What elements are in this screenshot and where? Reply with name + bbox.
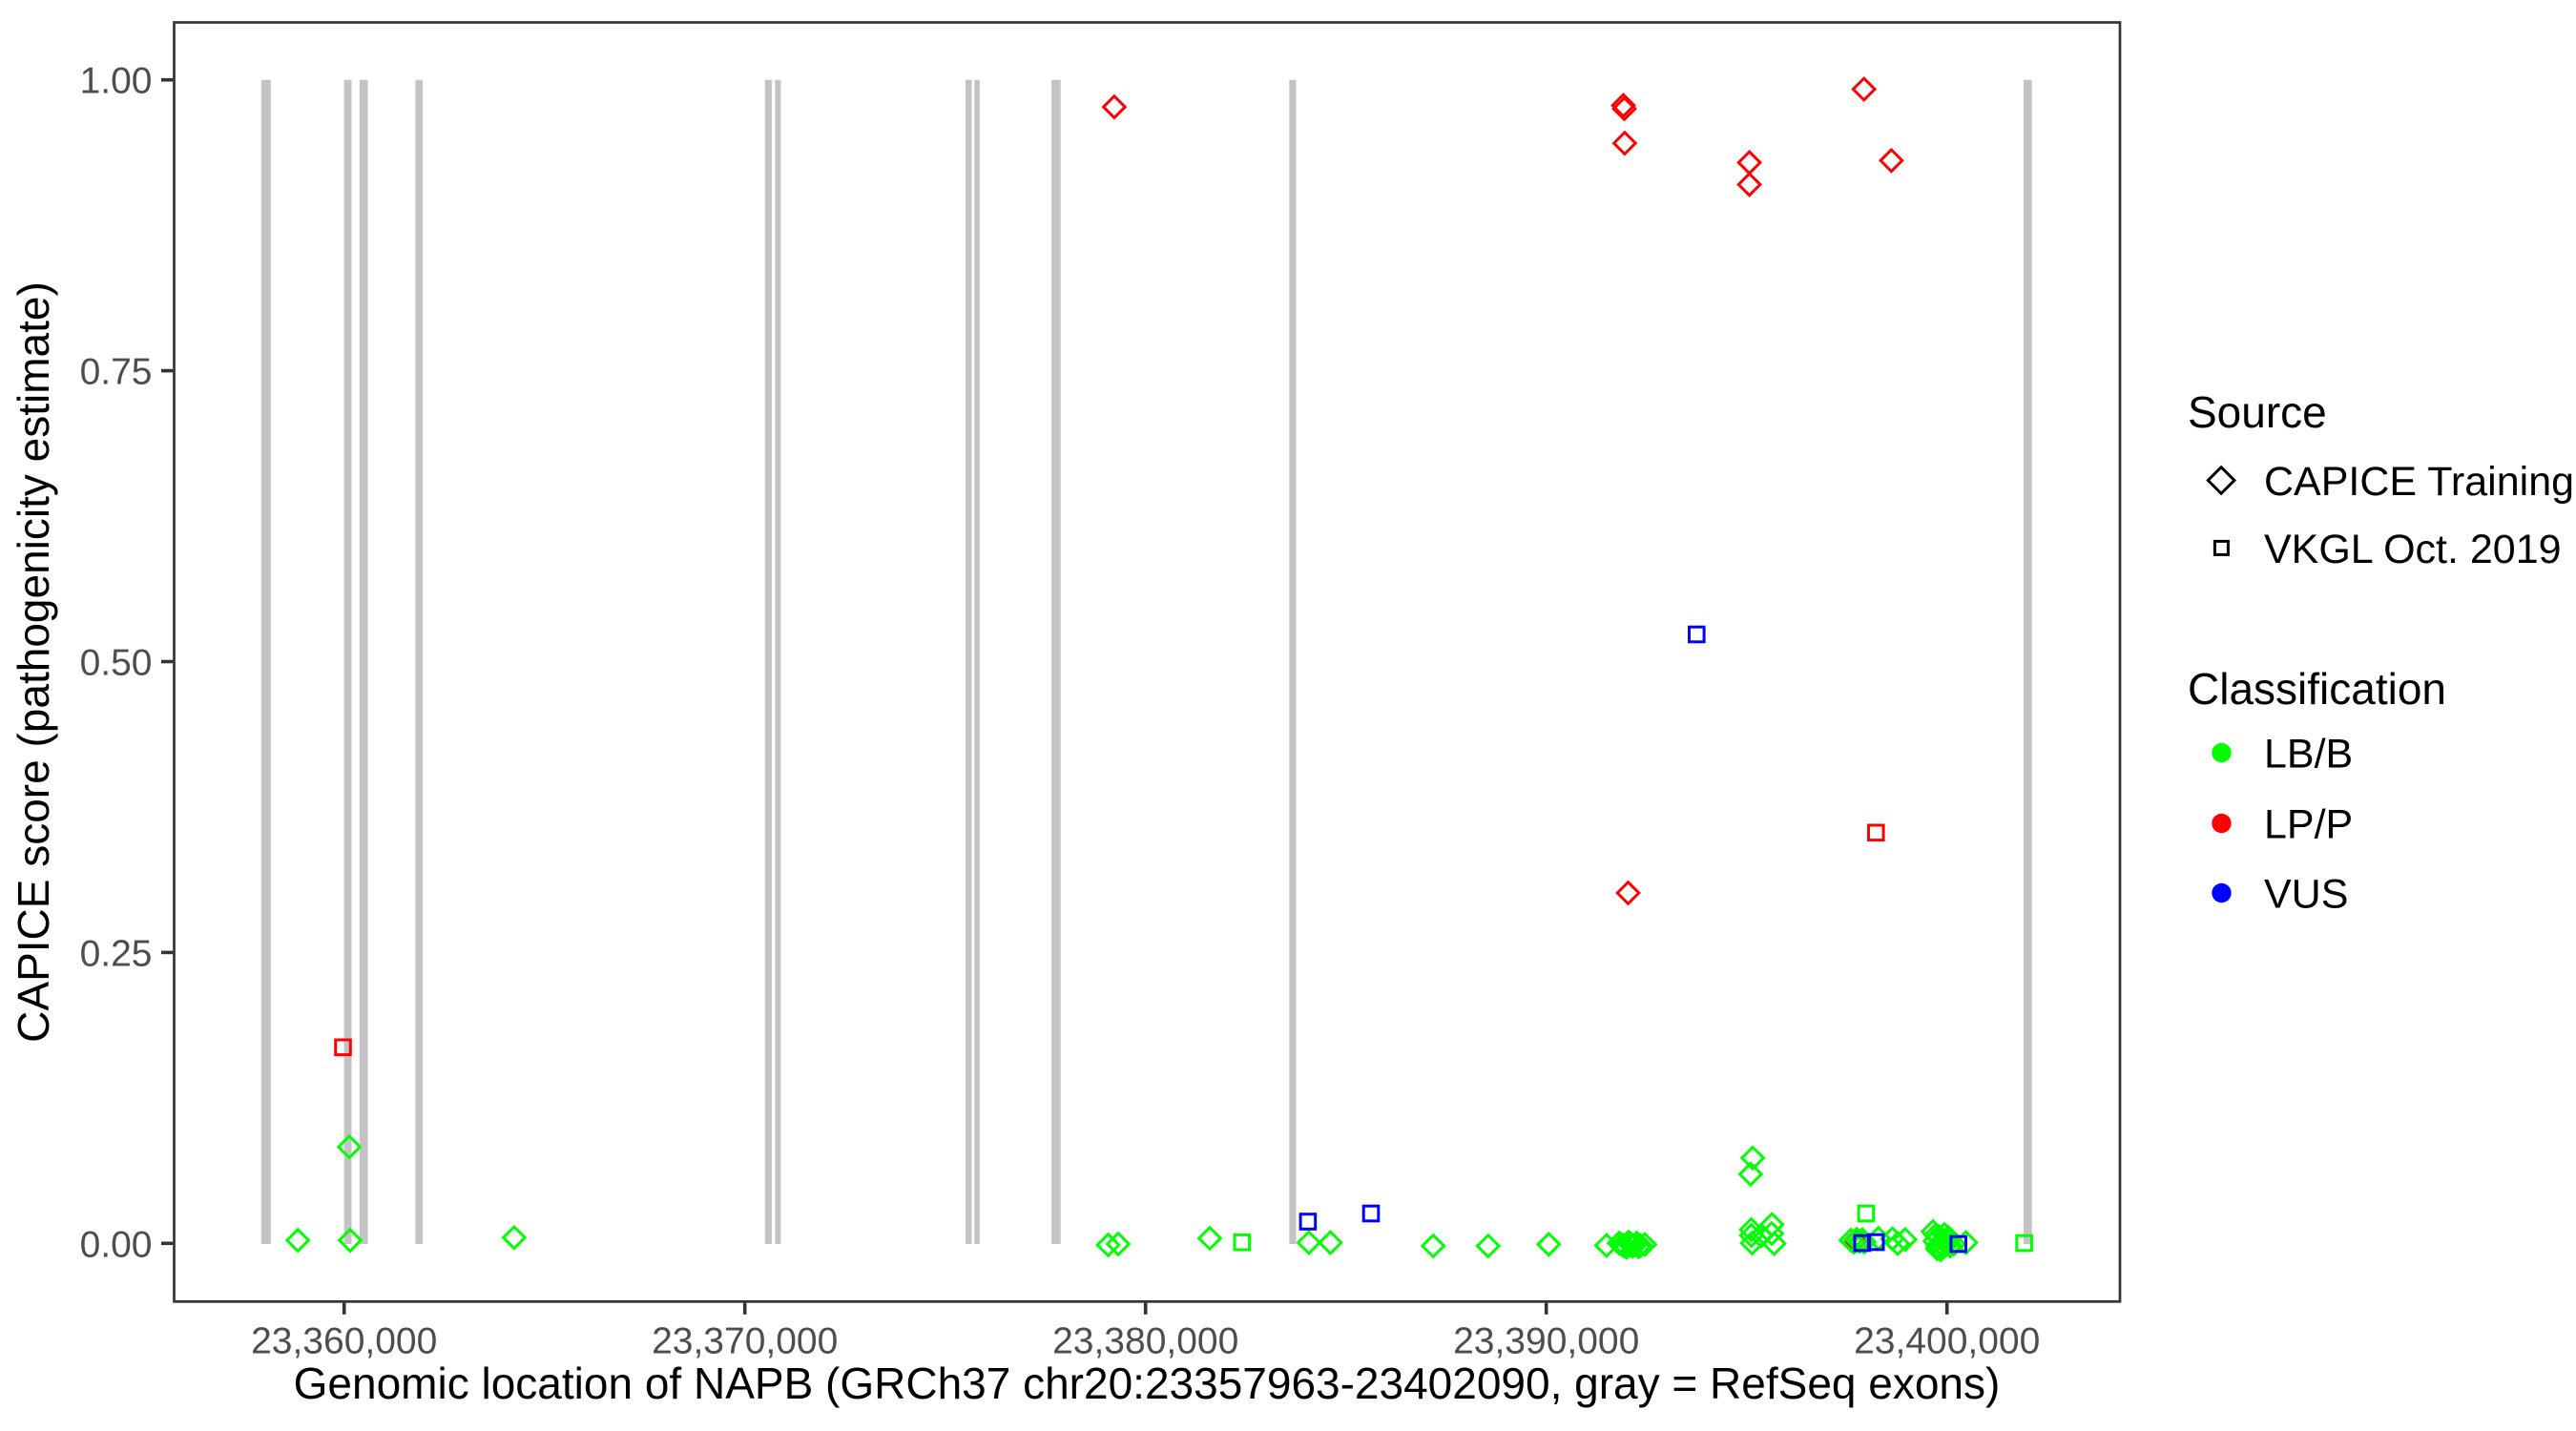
svg-text:0.50: 0.50: [80, 643, 153, 684]
svg-text:Genomic location of NAPB (GRCh: Genomic location of NAPB (GRCh37 chr20:2…: [294, 1358, 2001, 1408]
svg-text:LP/P: LP/P: [2264, 801, 2353, 847]
svg-text:23,400,000: 23,400,000: [1854, 1320, 2040, 1361]
svg-text:23,380,000: 23,380,000: [1052, 1320, 1238, 1361]
svg-text:23,360,000: 23,360,000: [251, 1320, 437, 1361]
svg-text:VUS: VUS: [2264, 871, 2348, 917]
svg-text:VKGL Oct. 2019: VKGL Oct. 2019: [2264, 527, 2562, 572]
svg-text:0.25: 0.25: [80, 933, 153, 974]
svg-text:23,390,000: 23,390,000: [1453, 1320, 1639, 1361]
svg-text:LB/B: LB/B: [2264, 731, 2353, 777]
svg-text:CAPICE score (pathogenicity es: CAPICE score (pathogenicity estimate): [9, 281, 58, 1043]
svg-text:23,370,000: 23,370,000: [652, 1320, 838, 1361]
svg-text:Classification: Classification: [2188, 664, 2446, 714]
svg-text:1.00: 1.00: [80, 61, 153, 102]
svg-text:Source: Source: [2188, 387, 2327, 437]
svg-text:0.00: 0.00: [80, 1224, 153, 1265]
svg-text:0.75: 0.75: [80, 352, 153, 393]
svg-text:CAPICE Training: CAPICE Training: [2264, 459, 2574, 505]
